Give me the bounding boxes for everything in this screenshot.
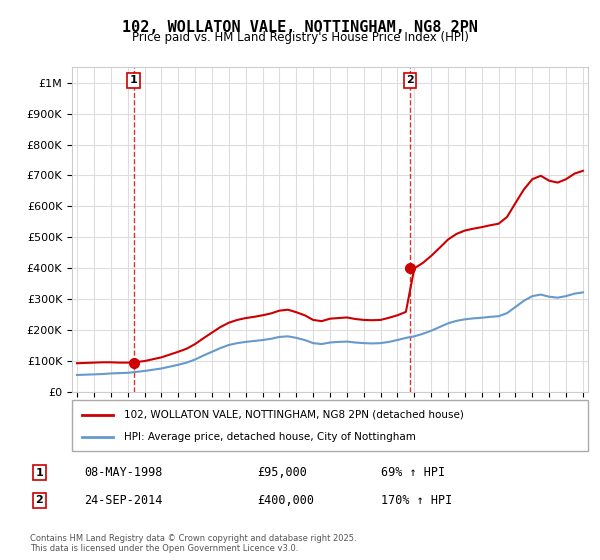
Text: Price paid vs. HM Land Registry's House Price Index (HPI): Price paid vs. HM Land Registry's House … <box>131 31 469 44</box>
Text: 08-MAY-1998: 08-MAY-1998 <box>84 466 163 479</box>
Text: 1: 1 <box>130 76 137 85</box>
Text: 102, WOLLATON VALE, NOTTINGHAM, NG8 2PN (detached house): 102, WOLLATON VALE, NOTTINGHAM, NG8 2PN … <box>124 409 463 419</box>
Text: £95,000: £95,000 <box>257 466 307 479</box>
Text: £400,000: £400,000 <box>257 494 314 507</box>
Text: 102, WOLLATON VALE, NOTTINGHAM, NG8 2PN: 102, WOLLATON VALE, NOTTINGHAM, NG8 2PN <box>122 20 478 35</box>
Text: HPI: Average price, detached house, City of Nottingham: HPI: Average price, detached house, City… <box>124 432 415 442</box>
Text: 24-SEP-2014: 24-SEP-2014 <box>84 494 163 507</box>
Text: 170% ↑ HPI: 170% ↑ HPI <box>381 494 452 507</box>
Text: 69% ↑ HPI: 69% ↑ HPI <box>381 466 445 479</box>
Text: Contains HM Land Registry data © Crown copyright and database right 2025.
This d: Contains HM Land Registry data © Crown c… <box>30 534 356 553</box>
Text: 2: 2 <box>35 496 43 506</box>
Text: 1: 1 <box>35 468 43 478</box>
Text: 2: 2 <box>406 76 413 85</box>
